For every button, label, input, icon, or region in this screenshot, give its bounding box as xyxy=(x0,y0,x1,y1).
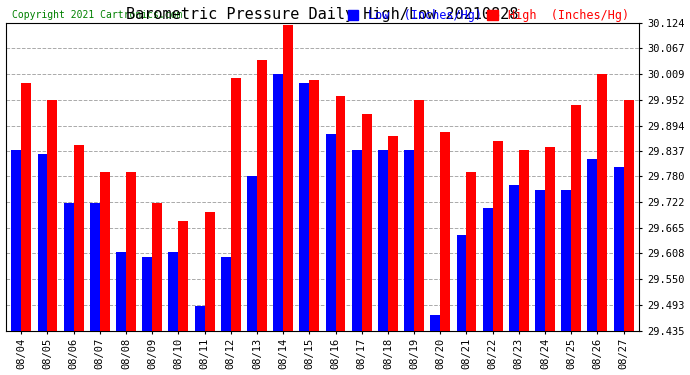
Bar xyxy=(299,82,309,330)
Bar xyxy=(90,203,100,330)
Bar xyxy=(204,212,215,330)
Bar xyxy=(74,145,83,330)
Bar xyxy=(571,105,581,330)
Bar xyxy=(509,185,519,330)
Bar xyxy=(335,96,346,330)
Bar xyxy=(352,150,362,330)
Bar xyxy=(21,82,31,330)
Bar xyxy=(48,100,57,330)
Bar xyxy=(152,203,162,330)
Bar xyxy=(378,150,388,330)
Bar xyxy=(362,114,372,330)
Bar xyxy=(587,159,598,330)
Bar xyxy=(100,172,110,330)
Bar xyxy=(283,24,293,330)
Bar xyxy=(440,132,451,330)
Bar xyxy=(457,234,466,330)
Bar xyxy=(483,208,493,330)
Bar xyxy=(179,221,188,330)
Bar xyxy=(598,74,607,330)
Bar xyxy=(221,257,230,330)
Bar xyxy=(257,60,267,330)
Bar xyxy=(195,306,204,330)
Text: Copyright 2021 Cartronics.com: Copyright 2021 Cartronics.com xyxy=(12,10,182,20)
Bar xyxy=(126,172,136,330)
Bar xyxy=(545,147,555,330)
Bar xyxy=(37,154,48,330)
Bar xyxy=(519,150,529,330)
Bar xyxy=(309,80,319,330)
Bar xyxy=(388,136,398,330)
Bar xyxy=(466,172,476,330)
Bar xyxy=(273,74,283,330)
Bar xyxy=(613,168,624,330)
Bar xyxy=(624,100,633,330)
Legend: Low  (Inches/Hg), High  (Inches/Hg): Low (Inches/Hg), High (Inches/Hg) xyxy=(343,4,633,27)
Bar xyxy=(247,176,257,330)
Bar xyxy=(11,150,21,330)
Bar xyxy=(230,78,241,330)
Bar xyxy=(414,100,424,330)
Title: Barometric Pressure Daily High/Low 20210828: Barometric Pressure Daily High/Low 20210… xyxy=(126,7,519,22)
Bar xyxy=(142,257,152,330)
Bar xyxy=(63,203,74,330)
Bar xyxy=(535,190,545,330)
Bar xyxy=(404,150,414,330)
Bar xyxy=(561,190,571,330)
Bar xyxy=(116,252,126,330)
Bar xyxy=(493,141,502,330)
Bar xyxy=(168,252,179,330)
Bar xyxy=(326,134,335,330)
Bar xyxy=(431,315,440,330)
